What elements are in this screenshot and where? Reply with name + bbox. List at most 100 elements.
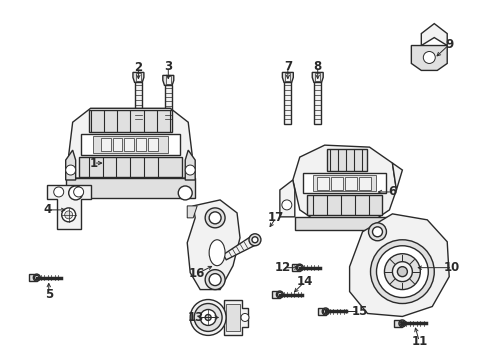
Circle shape (370, 240, 434, 303)
Ellipse shape (209, 240, 225, 266)
Polygon shape (313, 175, 376, 191)
Circle shape (423, 51, 435, 63)
Polygon shape (307, 195, 383, 215)
Polygon shape (136, 73, 141, 81)
Text: 10: 10 (444, 261, 460, 274)
Polygon shape (163, 75, 174, 85)
Text: 11: 11 (411, 335, 427, 348)
Polygon shape (394, 320, 402, 327)
Polygon shape (421, 24, 447, 45)
Circle shape (178, 186, 192, 200)
Circle shape (185, 165, 195, 175)
Polygon shape (81, 134, 180, 155)
Text: 1: 1 (90, 157, 98, 170)
Circle shape (205, 270, 225, 289)
Polygon shape (331, 177, 343, 190)
Polygon shape (318, 308, 326, 315)
Polygon shape (89, 110, 172, 132)
Circle shape (296, 264, 303, 271)
Circle shape (209, 212, 221, 224)
Polygon shape (124, 138, 134, 151)
Circle shape (297, 265, 302, 270)
Polygon shape (69, 108, 192, 178)
Text: 14: 14 (296, 275, 313, 288)
Circle shape (241, 314, 249, 321)
Polygon shape (187, 200, 240, 289)
Text: 7: 7 (284, 60, 292, 73)
Polygon shape (272, 291, 280, 298)
Polygon shape (312, 72, 323, 82)
Polygon shape (66, 150, 75, 180)
Circle shape (66, 165, 75, 175)
Circle shape (205, 208, 225, 228)
Text: 17: 17 (268, 211, 284, 224)
Polygon shape (166, 76, 171, 84)
Polygon shape (315, 73, 320, 81)
Circle shape (276, 291, 283, 298)
Polygon shape (359, 177, 370, 190)
Text: 16: 16 (189, 267, 205, 280)
Circle shape (249, 234, 261, 246)
Polygon shape (47, 185, 91, 229)
Polygon shape (327, 149, 367, 171)
Text: 12: 12 (275, 261, 291, 274)
Polygon shape (226, 303, 240, 332)
Circle shape (205, 315, 211, 320)
Text: 9: 9 (445, 38, 453, 51)
Text: 8: 8 (314, 60, 322, 73)
Text: 3: 3 (164, 60, 172, 73)
Polygon shape (314, 82, 321, 124)
Text: 5: 5 (45, 288, 53, 301)
Polygon shape (100, 138, 111, 151)
Circle shape (74, 187, 84, 197)
Circle shape (194, 303, 222, 332)
Text: 2: 2 (134, 61, 143, 74)
Circle shape (322, 308, 329, 315)
Polygon shape (284, 82, 292, 124)
Circle shape (368, 223, 387, 241)
Polygon shape (317, 177, 329, 190)
Polygon shape (93, 136, 168, 153)
Text: 13: 13 (188, 311, 204, 324)
Polygon shape (66, 178, 195, 198)
Circle shape (62, 208, 75, 222)
Polygon shape (187, 206, 197, 218)
Polygon shape (285, 73, 290, 81)
Polygon shape (293, 145, 396, 227)
Circle shape (200, 310, 216, 325)
Circle shape (69, 186, 83, 200)
Circle shape (34, 275, 39, 280)
Polygon shape (133, 72, 144, 82)
Circle shape (252, 237, 258, 243)
Circle shape (277, 292, 282, 297)
Text: 15: 15 (351, 305, 368, 318)
Circle shape (385, 254, 420, 289)
Circle shape (397, 267, 407, 276)
Polygon shape (136, 138, 147, 151)
Polygon shape (303, 173, 387, 193)
Circle shape (399, 320, 406, 327)
Circle shape (323, 309, 328, 314)
Polygon shape (349, 214, 449, 316)
Circle shape (65, 211, 73, 219)
Polygon shape (344, 177, 357, 190)
Polygon shape (392, 163, 402, 190)
Circle shape (392, 262, 413, 282)
Circle shape (372, 227, 383, 237)
Polygon shape (185, 150, 195, 180)
Polygon shape (295, 217, 394, 230)
Circle shape (209, 274, 221, 285)
Circle shape (33, 274, 40, 281)
Polygon shape (148, 138, 158, 151)
Polygon shape (280, 180, 295, 217)
Circle shape (400, 321, 405, 326)
Circle shape (54, 187, 64, 197)
Polygon shape (223, 235, 257, 260)
Polygon shape (165, 85, 172, 123)
Polygon shape (29, 274, 37, 281)
Polygon shape (292, 264, 300, 271)
Circle shape (282, 200, 292, 210)
Text: 6: 6 (388, 185, 396, 198)
Polygon shape (224, 300, 248, 336)
Polygon shape (113, 138, 122, 151)
